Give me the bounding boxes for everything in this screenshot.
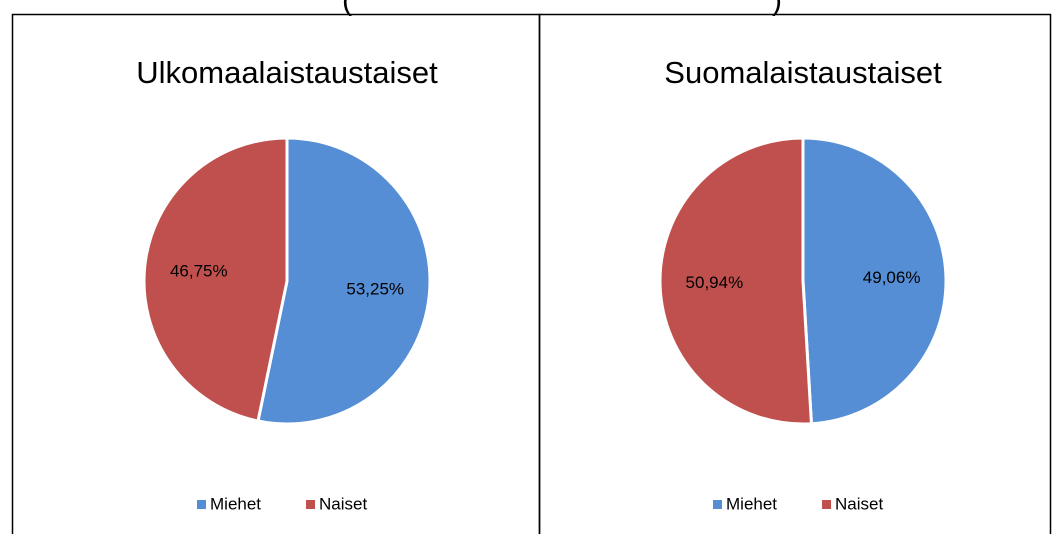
legend-label: Naiset <box>319 494 367 513</box>
legend-label: Naiset <box>835 494 883 513</box>
header-fragment: ) <box>772 0 782 17</box>
header-fragment: ( <box>342 0 352 17</box>
chart-title: Ulkomaalaistaustaiset <box>136 55 438 90</box>
panel-border <box>538 13 1052 534</box>
legend-swatch <box>822 500 832 509</box>
pie-slice <box>658 136 814 426</box>
data-label: 46,75% <box>170 261 228 280</box>
data-label: 53,25% <box>346 280 404 299</box>
data-label: 49,06% <box>863 268 921 287</box>
pie-slice <box>801 136 948 426</box>
pie-slice <box>142 136 289 423</box>
legend-swatch <box>713 500 722 509</box>
pie-slice <box>256 136 432 426</box>
legend-swatch <box>306 500 316 509</box>
legend-swatch <box>197 500 206 509</box>
legend-label: Miehet <box>726 494 777 513</box>
chart-title: Suomalaistaustaiset <box>664 55 942 90</box>
legend-label: Miehet <box>210 494 261 513</box>
data-label: 50,94% <box>686 273 744 292</box>
